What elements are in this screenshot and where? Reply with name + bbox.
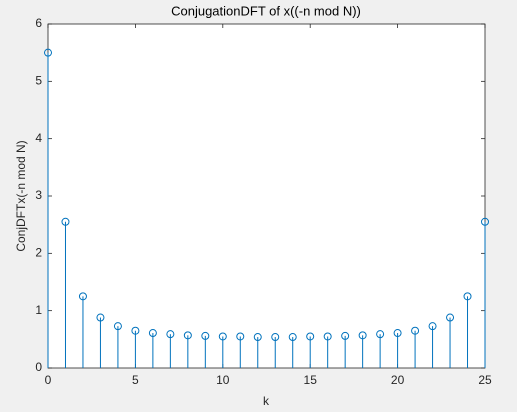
stem-marker — [393, 329, 402, 338]
stem-marker — [481, 217, 489, 226]
stem-marker — [166, 330, 175, 339]
y-tick-label: 6 — [35, 16, 42, 30]
stem-marker — [323, 332, 332, 341]
stem-marker — [306, 332, 315, 341]
y-tick-label: 2 — [35, 246, 42, 260]
y-tick-label: 3 — [35, 188, 42, 202]
x-tick-label: 15 — [304, 373, 318, 387]
stem-marker — [61, 217, 70, 226]
stem-marker — [358, 331, 367, 340]
stem-marker — [113, 322, 122, 331]
stem-marker — [183, 331, 192, 340]
y-tick-label: 4 — [35, 131, 42, 145]
stem-marker — [376, 330, 385, 339]
stem-marker — [411, 326, 420, 335]
y-tick-label: 5 — [35, 74, 42, 88]
stem-marker — [288, 333, 297, 342]
x-tick-label: 25 — [478, 373, 492, 387]
stem-marker — [78, 292, 87, 301]
stem-marker — [463, 292, 472, 301]
stem-marker — [131, 326, 140, 335]
y-tick-label: 0 — [35, 360, 42, 374]
chart-title: ConjugationDFT of x((-n mod N)) — [171, 3, 361, 18]
stem-marker — [148, 329, 157, 338]
stem-marker — [201, 331, 210, 340]
x-tick-label: 20 — [391, 373, 405, 387]
y-axis-label: ConjDFTx(-n mod N) — [14, 140, 28, 251]
y-tick-label: 1 — [35, 303, 42, 317]
x-tick-label: 5 — [132, 373, 139, 387]
x-axis-label: k — [263, 394, 270, 408]
stem-marker — [341, 331, 350, 340]
stem-marker — [271, 333, 280, 342]
x-tick-label: 0 — [45, 373, 52, 387]
stem-marker — [253, 333, 262, 342]
x-tick-label: 10 — [216, 373, 230, 387]
stem-marker — [428, 322, 437, 331]
stem-marker — [96, 313, 105, 322]
stem-marker — [446, 313, 455, 322]
stem-marker — [218, 332, 227, 341]
plot-area — [47, 23, 486, 369]
stem-marker — [44, 48, 52, 57]
stem-marker — [236, 332, 245, 341]
